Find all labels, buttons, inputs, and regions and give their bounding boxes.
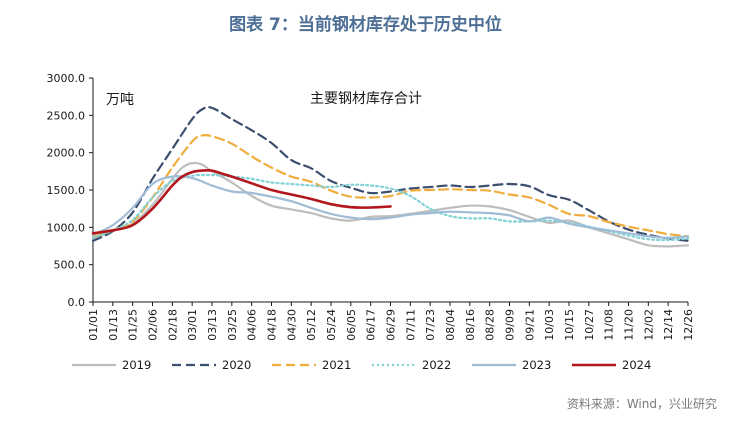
x-axis: 01/01 01/13 01/25 02/06 02/18 03/01 03/13 03/25… xyxy=(87,301,695,341)
series-line-2023 xyxy=(91,175,690,239)
y-tick-label: 3000.0 xyxy=(47,72,86,85)
x-tick-label: 11/20 xyxy=(623,309,636,341)
x-tick-label: 03/01 xyxy=(186,309,199,341)
x-tick-label: 03/13 xyxy=(206,309,219,341)
x-tick-label: 10/03 xyxy=(543,309,556,341)
series-lines xyxy=(91,106,690,248)
y-axis: 0.0 500.0 1000.0 1500.0 2000.0 2500.0 3000.0 xyxy=(47,72,94,309)
x-tick-label: 09/09 xyxy=(504,309,517,341)
x-tick-label: 12/26 xyxy=(682,309,695,341)
series-line-2021 xyxy=(91,133,690,239)
x-tick-label: 02/18 xyxy=(166,309,179,341)
chart-inner-title: 主要钢材库存合计 xyxy=(310,91,422,107)
legend-label-2022: 2022 xyxy=(422,358,451,372)
x-tick-label: 10/15 xyxy=(563,309,576,341)
y-unit-label: 万吨 xyxy=(106,92,134,108)
x-tick-label: 05/24 xyxy=(325,309,338,341)
legend: 2019 2020 2021 2022 2023 2024 xyxy=(72,358,651,372)
y-tick-label: 1500.0 xyxy=(47,184,86,197)
legend-label-2020: 2020 xyxy=(222,358,251,372)
x-tick-label: 04/18 xyxy=(266,309,279,341)
x-tick-label: 04/06 xyxy=(246,309,259,341)
x-tick-label: 06/17 xyxy=(365,309,378,341)
y-tick-label: 500.0 xyxy=(54,259,86,272)
x-tick-label: 01/25 xyxy=(127,309,140,341)
legend-label-2023: 2023 xyxy=(522,358,551,372)
legend-label-2021: 2021 xyxy=(322,358,351,372)
x-tick-label: 06/29 xyxy=(385,309,398,341)
x-tick-label: 12/14 xyxy=(662,309,675,341)
x-tick-label: 05/12 xyxy=(305,309,318,341)
x-tick-label: 08/16 xyxy=(464,309,477,341)
source-note: 资料来源：Wind，兴业研究 xyxy=(566,397,717,411)
x-tick-label: 01/01 xyxy=(87,309,100,341)
x-tick-label: 07/11 xyxy=(404,309,417,341)
legend-label-2019: 2019 xyxy=(122,358,151,372)
x-tick-label: 08/04 xyxy=(444,309,457,341)
x-tick-label: 07/23 xyxy=(424,309,437,341)
y-tick-label: 0.0 xyxy=(68,296,86,309)
series-line-2024 xyxy=(91,169,392,235)
x-tick-label: 06/05 xyxy=(345,309,358,341)
y-tick-label: 2000.0 xyxy=(47,147,86,160)
x-tick-label: 08/28 xyxy=(484,309,497,341)
x-tick-label: 12/02 xyxy=(642,309,655,341)
x-tick-label: 02/06 xyxy=(147,309,160,341)
chart-title: 图表 7：当前钢材库存处于历史中位 xyxy=(229,15,502,35)
y-tick-label: 1000.0 xyxy=(47,221,86,234)
y-tick-label: 2500.0 xyxy=(47,109,86,122)
x-tick-label: 04/30 xyxy=(285,309,298,341)
x-tick-label: 10/27 xyxy=(583,309,596,341)
x-tick-label: 09/21 xyxy=(523,309,536,341)
series-line-2020 xyxy=(91,106,690,242)
x-tick-label: 03/25 xyxy=(226,309,239,341)
x-tick-label: 11/08 xyxy=(603,309,616,341)
legend-label-2024: 2024 xyxy=(622,358,651,372)
x-tick-label: 01/13 xyxy=(107,309,120,341)
